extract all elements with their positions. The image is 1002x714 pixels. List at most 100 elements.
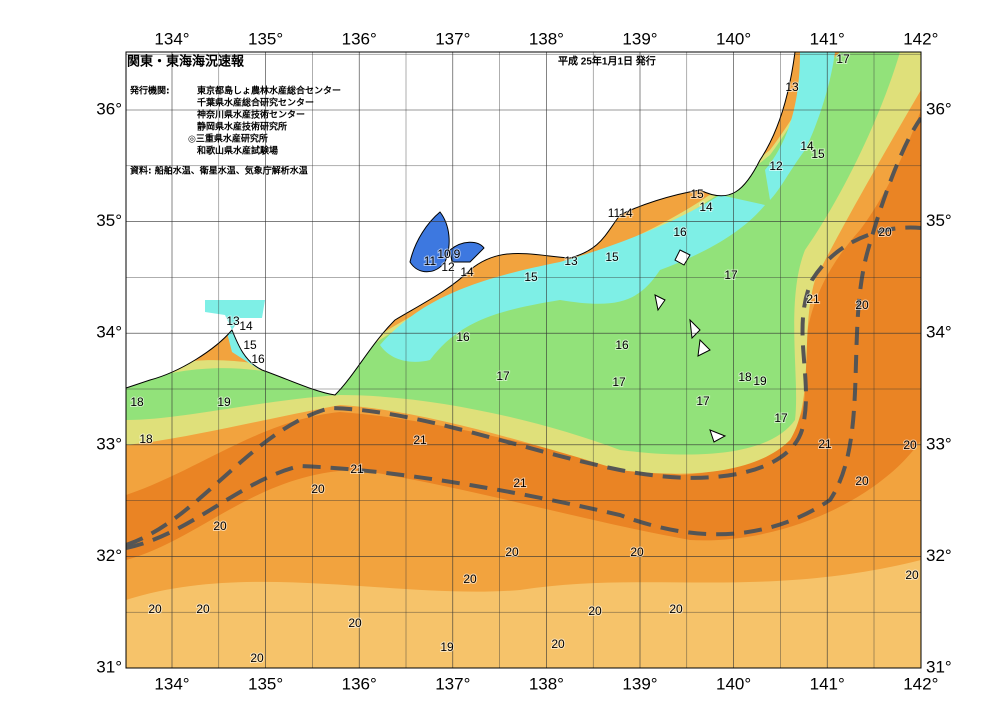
isotherm-label: 20 <box>250 651 264 665</box>
issuer-label: 発行機関: <box>129 85 170 97</box>
isotherm-label: 16 <box>673 225 687 239</box>
isotherm-label: 14 <box>800 139 814 153</box>
issuer: ◎三重県水産研究所 <box>188 133 268 145</box>
bay-water <box>765 52 835 200</box>
lon-tick-label: 140° <box>716 29 751 48</box>
isotherm-label: 14 <box>239 319 253 333</box>
isotherm-label: 18 <box>130 395 144 409</box>
isotherm-label: 11 <box>608 206 621 220</box>
ise-bay <box>409 211 450 273</box>
isotherm-label: 20 <box>348 616 362 630</box>
isotherm-label: 17 <box>696 394 710 408</box>
isotherm-label: 19 <box>217 395 231 409</box>
mikawa-bay <box>449 241 485 263</box>
issuer: 東京都島しょ農林水産総合センター <box>197 85 341 97</box>
lat-tick-label: 35° <box>96 211 122 230</box>
isotherm-label: 19 <box>440 640 454 654</box>
lon-tick-label: 138° <box>529 674 564 693</box>
warm-current <box>126 110 921 560</box>
isotherm-label: 18 <box>738 370 752 384</box>
isotherm-label: 18 <box>139 432 153 446</box>
lon-tick-label: 137° <box>435 674 470 693</box>
isotherm-label: 15 <box>243 338 257 352</box>
isotherm-label: 17 <box>724 268 738 282</box>
lat-tick-label: 36° <box>96 99 122 118</box>
isotherm-label: 15 <box>811 147 825 161</box>
isotherm-label: 20 <box>878 225 892 239</box>
lat-tick-label: 34° <box>96 323 122 342</box>
isotherm-label: 14 <box>619 206 633 220</box>
bay-water <box>205 300 265 330</box>
isotherm-label: 13 <box>785 80 799 94</box>
isotherm-label: 16 <box>251 352 265 366</box>
isotherm-label: 20 <box>855 298 869 312</box>
issue-date: 平成 25年1月1日 発行 <box>558 55 656 68</box>
isotherm-label: 16 <box>456 330 470 344</box>
lon-tick-label: 138° <box>529 29 564 48</box>
isotherm-label: 12 <box>769 159 783 173</box>
kuroshio-axis <box>126 225 921 547</box>
isotherm-label: 17 <box>612 375 626 389</box>
cool-water <box>126 560 921 668</box>
coastal-water <box>126 52 900 455</box>
isotherm-label: 21 <box>818 437 832 451</box>
isotherm-label: 13 <box>564 254 578 268</box>
lat-tick-label: 31° <box>926 657 952 676</box>
isotherm-label: 20 <box>505 545 519 559</box>
issuer: 千葉県水産総合研究センター <box>197 97 314 109</box>
lon-tick-label: 137° <box>435 29 470 48</box>
lon-tick-label: 136° <box>342 674 377 693</box>
isotherm-label: 14 <box>699 200 713 214</box>
isotherm-label: 17 <box>496 369 510 383</box>
isotherm-label: 10 <box>437 247 451 261</box>
isotherm-label: 20 <box>148 602 162 616</box>
lon-tick-label: 134° <box>154 674 189 693</box>
lat-tick-label: 33° <box>926 434 952 453</box>
lon-tick-label: 141° <box>810 29 845 48</box>
isotherm-label: 15 <box>605 250 619 264</box>
lon-tick-label: 140° <box>716 674 751 693</box>
lon-tick-label: 141° <box>810 674 845 693</box>
lon-tick-label: 139° <box>622 29 657 48</box>
isotherm-label: 21 <box>513 476 527 490</box>
isotherm-label: 20 <box>196 602 210 616</box>
isotherm-label: 14 <box>460 265 474 279</box>
isotherm-label: 20 <box>311 482 325 496</box>
lat-tick-label: 33° <box>96 434 122 453</box>
title: 関東・東海海況速報 <box>127 53 245 68</box>
bay-water <box>380 195 765 362</box>
lat-tick-label: 35° <box>926 211 952 230</box>
isotherm-label: 21 <box>350 462 364 476</box>
lat-tick-label: 36° <box>926 99 952 118</box>
issuer: 神奈川県水産技術センター <box>197 109 305 121</box>
isotherm-label: 20 <box>551 637 565 651</box>
lon-tick-label: 142° <box>903 29 938 48</box>
isotherm-label: 19 <box>753 374 767 388</box>
issuer: 和歌山県水産試験場 <box>196 145 278 157</box>
lon-tick-label: 134° <box>154 29 189 48</box>
lon-tick-label: 142° <box>903 674 938 693</box>
island <box>654 249 727 443</box>
isotherm-label: 11 <box>424 254 437 268</box>
isotherm-label: 21 <box>413 433 427 447</box>
isotherm-label: 15 <box>524 270 538 284</box>
isotherm-label: 9 <box>454 247 461 261</box>
land <box>126 52 796 396</box>
lon-tick-label: 135° <box>248 29 283 48</box>
source: 資料: 船舶水温、衛星水温、気象庁解析水温 <box>130 165 308 177</box>
isotherm-label: 20 <box>669 602 683 616</box>
lat-tick-label: 31° <box>96 657 122 676</box>
isotherm-label: 20 <box>463 572 477 586</box>
isotherm-label: 20 <box>213 519 227 533</box>
kuroshio-axis <box>126 116 921 550</box>
isotherm-label: 13 <box>226 314 240 328</box>
lat-tick-label: 32° <box>96 546 122 565</box>
isotherm-label: 20 <box>903 438 917 452</box>
isotherm-label: 16 <box>615 338 629 352</box>
isotherm-label: 20 <box>630 545 644 559</box>
isotherm-label: 12 <box>441 260 455 274</box>
isotherm-label: 20 <box>588 604 602 618</box>
isotherm-label: 21 <box>806 292 820 306</box>
